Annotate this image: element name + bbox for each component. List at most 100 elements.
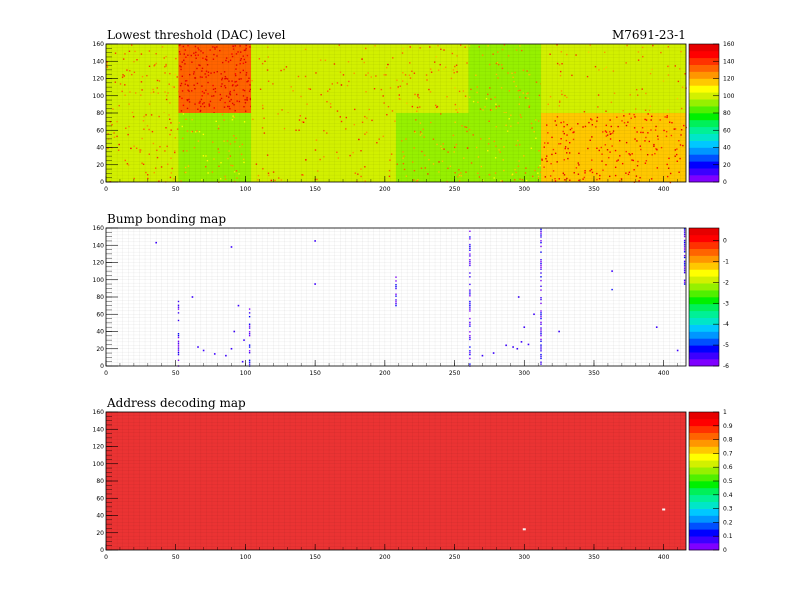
- colorbar-swatch: [689, 126, 719, 134]
- heatmap-noise-cell: [262, 107, 264, 110]
- heatmap-noise-cell: [302, 174, 304, 176]
- heatmap-noise-cell: [158, 80, 161, 82]
- heatmap-noise-cell: [447, 167, 449, 170]
- bump-column-pixel: [469, 363, 471, 365]
- heatmap-noise-cell: [193, 146, 196, 149]
- heatmap-noise-cell: [601, 153, 603, 155]
- heatmap-noise-cell: [183, 53, 185, 55]
- heatmap-noise-cell: [390, 153, 393, 155]
- heatmap-block: [178, 113, 251, 182]
- heatmap-noise-cell: [517, 165, 520, 167]
- bump-column-pixel: [683, 232, 686, 234]
- colorbar-swatch: [689, 113, 719, 121]
- heatmap-noise-cell: [419, 134, 422, 136]
- heatmap-noise-cell: [616, 116, 618, 118]
- heatmap-noise-cell: [165, 55, 167, 58]
- heatmap-noise-cell: [216, 55, 218, 57]
- heatmap-noise-cell: [300, 95, 302, 98]
- heatmap-noise-cell: [666, 163, 668, 166]
- bump-column-pixel: [395, 285, 397, 288]
- heatmap-noise-cell: [654, 152, 656, 155]
- heatmap-noise-cell: [655, 148, 657, 150]
- heatmap-noise-cell: [605, 124, 608, 127]
- heatmap-noise-cell: [221, 77, 224, 79]
- bump-column-pixel: [683, 230, 686, 232]
- heatmap-noise-cell: [589, 44, 591, 47]
- heatmap-noise-cell: [259, 88, 262, 90]
- colorbar-swatch: [689, 487, 719, 496]
- heatmap-noise-cell: [413, 130, 416, 133]
- heatmap-noise-cell: [458, 107, 461, 110]
- heatmap-noise-cell: [331, 83, 334, 85]
- heatmap-noise-cell: [401, 140, 403, 142]
- heatmap-noise-cell: [228, 80, 230, 82]
- heatmap-noise-cell: [468, 128, 471, 131]
- heatmap-noise-cell: [539, 164, 541, 167]
- heatmap-noise-cell: [452, 134, 455, 137]
- heatmap-noise-cell: [134, 50, 136, 53]
- bump-column-pixel: [683, 262, 686, 264]
- bump-column-pixel: [469, 350, 471, 352]
- heatmap-noise-cell: [134, 92, 137, 94]
- heatmap-noise-cell: [402, 72, 404, 74]
- heatmap-noise-cell: [135, 147, 138, 150]
- bump-column-pixel: [469, 249, 471, 251]
- heatmap-noise-cell: [656, 167, 659, 169]
- heatmap-noise-cell: [429, 68, 432, 70]
- heatmap-noise-cell: [582, 126, 584, 128]
- heatmap-noise-cell: [208, 103, 210, 105]
- heatmap-noise-cell: [627, 121, 629, 123]
- heatmap-noise-cell: [640, 131, 642, 134]
- heatmap-noise-cell: [229, 100, 231, 102]
- heatmap-noise-cell: [495, 107, 497, 109]
- bump-column-pixel: [540, 348, 542, 350]
- heatmap-noise-cell: [164, 72, 166, 74]
- heatmap-noise-cell: [518, 160, 520, 162]
- heatmap-noise-cell: [143, 115, 145, 118]
- heatmap-noise-cell: [482, 179, 484, 182]
- y-tick-label: 100: [93, 93, 105, 100]
- heatmap-noise-cell: [497, 51, 499, 53]
- colorbar-tick-label: 160: [723, 41, 735, 48]
- heatmap-noise-cell: [419, 47, 421, 49]
- pixel-grid: [105, 227, 687, 367]
- heatmap-noise-cell: [466, 130, 468, 133]
- heatmap-noise-cell: [559, 100, 561, 102]
- heatmap-noise-cell: [513, 80, 515, 83]
- heatmap-noise-cell: [234, 110, 236, 112]
- heatmap-noise-cell: [572, 131, 574, 134]
- heatmap-noise-cell: [514, 179, 516, 181]
- heatmap-noise-cell: [442, 143, 444, 145]
- heatmap-noise-cell: [268, 174, 270, 177]
- bump-column-pixel: [469, 243, 471, 246]
- heatmap-noise-cell: [519, 178, 521, 180]
- heatmap-noise-cell: [188, 101, 191, 103]
- heatmap-noise-cell: [616, 160, 618, 162]
- heatmap-noise-cell: [382, 135, 385, 137]
- heatmap-noise-cell: [668, 121, 671, 123]
- colorbar-frame: [688, 227, 720, 367]
- heatmap-noise-cell: [261, 127, 264, 129]
- heatmap-noise-cell: [232, 45, 234, 47]
- heatmap-noise-cell: [156, 79, 159, 82]
- heatmap-noise-cell: [475, 74, 477, 76]
- heatmap-noise-cell: [235, 170, 238, 172]
- heatmap-noise-cell: [482, 109, 484, 111]
- y-tick-label: 80: [96, 478, 104, 485]
- heatmap-noise-cell: [169, 176, 172, 179]
- heatmap-noise-cell: [454, 146, 456, 149]
- heatmap-noise-cell: [145, 171, 147, 174]
- heatmap-noise-cell: [221, 113, 224, 116]
- bump-column-pixel: [395, 301, 397, 303]
- heatmap-noise-cell: [670, 134, 673, 137]
- heatmap-noise-cell: [559, 143, 562, 145]
- bump-column-pixel: [540, 315, 542, 318]
- heatmap-noise-cell: [237, 51, 239, 53]
- heatmap-noise-cell: [645, 92, 647, 95]
- heatmap-noise-cell: [232, 164, 234, 167]
- heatmap-noise-cell: [555, 124, 558, 126]
- heatmap-noise-cell: [235, 53, 238, 55]
- heatmap-noise-cell: [246, 54, 249, 57]
- heatmap-noise-cell: [403, 155, 405, 157]
- colorbar-swatch: [689, 283, 719, 291]
